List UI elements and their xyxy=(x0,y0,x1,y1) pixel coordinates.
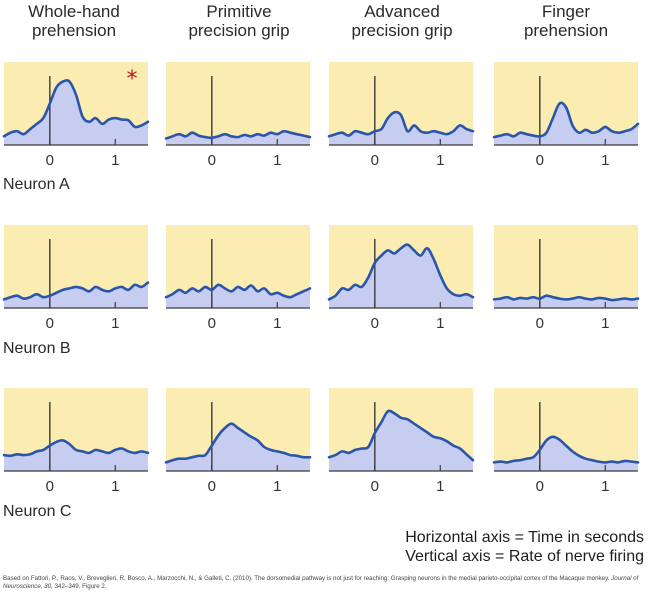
x-tick-label: 0 xyxy=(536,478,544,495)
x-tick-label: 0 xyxy=(536,315,544,332)
firing-rate-line xyxy=(164,283,312,299)
x-tick-label: 0 xyxy=(208,478,216,495)
grasp-neuron-panels-chart: 0 1*0 1 0 1 0 10 1 0 1 0 1 0 10 1 0 1 0 1 0 1 xyxy=(2,62,640,495)
x-tick-label: 1 xyxy=(436,478,444,495)
x-tick-label: 1 xyxy=(601,315,609,332)
firing-rate-area xyxy=(4,282,148,308)
x-tick-label: 0 xyxy=(208,152,216,169)
firing-rate-line xyxy=(327,409,475,462)
column-heading-finger-prehension: Finger prehension xyxy=(491,2,641,40)
x-tick-label: 0 xyxy=(536,152,544,169)
firing-rate-area xyxy=(329,410,473,471)
row-label-neuron-c: Neuron C xyxy=(3,503,72,520)
firing-rate-line xyxy=(164,422,312,464)
horizontal-axis-note: Horizontal axis = Time in seconds xyxy=(405,529,644,546)
chart-panel: 0 1 * xyxy=(2,62,150,169)
column-heading-line1: Finger xyxy=(541,2,591,21)
column-heading-line1: Primitive xyxy=(206,2,272,21)
firing-rate-area xyxy=(4,440,148,471)
column-heading-line2: prehension xyxy=(523,21,609,40)
firing-rate-line xyxy=(327,110,475,138)
column-heading-line2: precision grip xyxy=(188,21,290,40)
column-heading-primitive-grip: Primitive precision grip xyxy=(164,2,314,40)
significance-marker: * xyxy=(127,67,138,92)
firing-rate-line xyxy=(2,281,150,301)
column-heading-line2: prehension xyxy=(31,21,117,40)
x-tick-label: 1 xyxy=(111,152,119,169)
column-heading-line2: precision grip xyxy=(351,21,453,40)
x-tick-label: 0 xyxy=(46,478,54,495)
row-label-neuron-a: Neuron A xyxy=(3,176,70,193)
column-heading-advanced-grip: Advanced precision grip xyxy=(327,2,477,40)
firing-rate-line xyxy=(2,439,150,458)
panel-background xyxy=(494,225,638,308)
x-tick-label: 0 xyxy=(371,315,379,332)
firing-rate-line xyxy=(327,243,475,301)
x-tick-label: 1 xyxy=(111,478,119,495)
source-credit: Based on Fattori, P., Raos, V., Brevegli… xyxy=(3,575,665,591)
firing-rate-line xyxy=(492,294,640,302)
x-tick-label: 1 xyxy=(111,315,119,332)
row-label-neuron-b: Neuron B xyxy=(3,340,71,357)
firing-rate-area xyxy=(166,423,310,471)
firing-rate-area xyxy=(329,244,473,308)
column-heading-whole-hand: Whole-hand prehension xyxy=(0,2,149,40)
firing-rate-area xyxy=(494,102,638,145)
credit-journal: Journal of Neuroscience, 30, xyxy=(3,575,639,590)
x-tick-label: 1 xyxy=(273,315,281,332)
x-tick-label: 1 xyxy=(273,478,281,495)
vertical-axis-note: Vertical axis = Rate of nerve firing xyxy=(405,548,644,565)
firing-rate-line xyxy=(2,79,150,138)
x-tick-label: 0 xyxy=(208,315,216,332)
firing-rate-area xyxy=(4,80,148,145)
x-tick-label: 1 xyxy=(601,478,609,495)
x-tick-label: 1 xyxy=(601,152,609,169)
column-heading-line1: Advanced xyxy=(364,2,440,21)
column-heading-line1: Whole-hand xyxy=(28,2,120,21)
credit-text: Based on Fattori, P., Raos, V., Brevegli… xyxy=(3,575,612,582)
x-tick-label: 1 xyxy=(436,152,444,169)
firing-rate-line xyxy=(492,435,640,464)
x-tick-label: 0 xyxy=(371,152,379,169)
x-tick-label: 1 xyxy=(436,315,444,332)
firing-rate-line xyxy=(492,101,640,139)
x-tick-label: 0 xyxy=(46,315,54,332)
x-tick-label: 0 xyxy=(371,478,379,495)
firing-rate-line xyxy=(164,129,312,140)
credit-text-end: 342–349. Figure 2. xyxy=(52,583,107,590)
x-tick-label: 1 xyxy=(273,152,281,169)
x-tick-label: 0 xyxy=(46,152,54,169)
firing-rate-area xyxy=(329,112,473,145)
